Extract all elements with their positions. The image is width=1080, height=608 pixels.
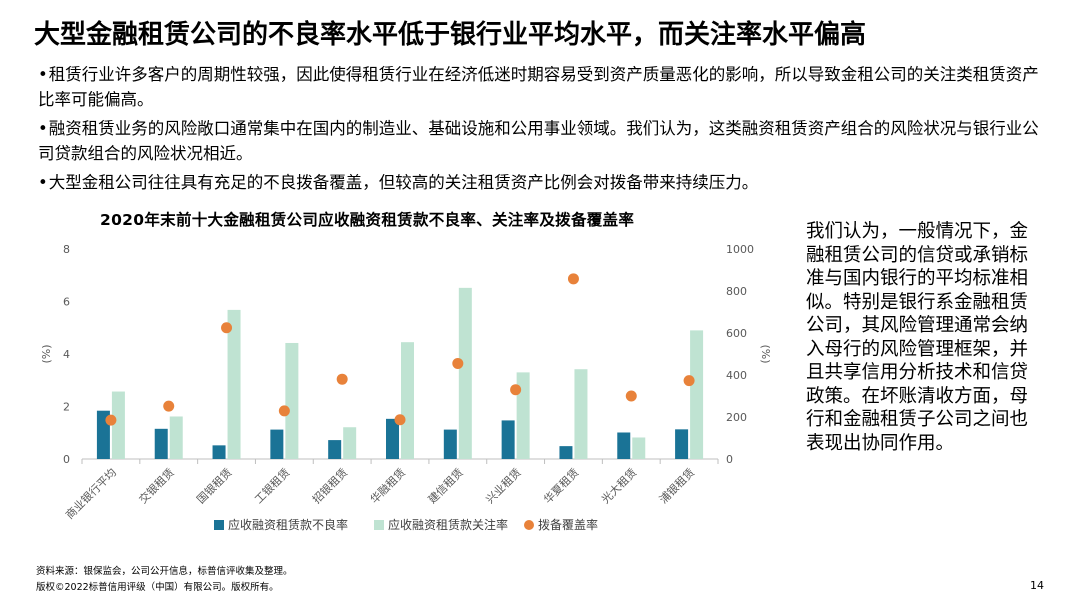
x-category-label: 商业银行平均 [62, 465, 119, 522]
bar-watch-rate [458, 287, 472, 459]
y-left-tick-label: 4 [63, 348, 70, 361]
y-right-tick-label: 0 [726, 453, 733, 466]
legend-swatch-provision-coverage [524, 520, 534, 530]
bar-npl-rate [154, 428, 168, 459]
legend-label-watch-rate: 应收融资租赁款关注率 [388, 517, 508, 532]
x-category-label: 光大租赁 [598, 465, 639, 506]
bar-watch-rate [690, 330, 704, 459]
bar-watch-rate [401, 342, 414, 459]
bullet-list: 租赁行业许多客户的周期性较强，因此使得租赁行业在经济低迷时期容易受到资产质量恶化… [38, 62, 1048, 199]
x-category-label: 华夏租赁 [541, 465, 582, 506]
bar-watch-rate [227, 309, 241, 459]
x-category-label: 华融租赁 [367, 465, 408, 506]
point-provision-coverage [683, 375, 695, 387]
bar-npl-rate [559, 446, 573, 459]
y-left-tick-label: 8 [63, 243, 70, 256]
bar-npl-rate [328, 440, 342, 459]
point-provision-coverage [221, 322, 233, 334]
bar-npl-rate [270, 429, 284, 459]
copyright-note: 版权©2022标普信用评级（中国）有限公司。版权所有。 [36, 582, 279, 593]
bar-npl-rate [386, 418, 399, 459]
bar-watch-rate [169, 416, 183, 459]
y-right-tick-label: 200 [726, 411, 747, 424]
bullet-item-2: 融资租赁业务的风险敞口通常集中在国内的制造业、基础设施和公用事业领域。我们认为，… [38, 116, 1048, 166]
y-right-tick-label: 1000 [726, 243, 754, 256]
bar-npl-rate [501, 420, 515, 459]
side-commentary: 我们认为，一般情况下，金融租赁公司的信贷或承销标准与国内银行的平均标准相似。特别… [806, 221, 1029, 454]
bullet-item-3: 大型金租公司往往具有充足的不良拨备覆盖，但较高的关注租赁资产比例会对拨备带来持续… [38, 170, 1048, 195]
legend-label-provision-coverage: 拨备覆盖率 [538, 517, 598, 532]
y-right-axis-title: (%) [759, 344, 772, 363]
page-title: 大型金融租赁公司的不良率水平低于银行业平均水平，而关注率水平偏高 [34, 20, 867, 50]
bar-watch-rate [574, 369, 588, 459]
y-left-tick-label: 6 [63, 296, 70, 309]
y-right-tick-label: 400 [726, 369, 747, 382]
bar-watch-rate [285, 342, 299, 459]
bar-watch-rate [632, 437, 646, 459]
bar-watch-rate [343, 427, 357, 459]
x-category-label: 工银租赁 [251, 465, 292, 506]
y-left-tick-label: 2 [63, 401, 70, 414]
x-category-label: 国银租赁 [194, 465, 235, 506]
bar-npl-rate [212, 445, 226, 459]
legend-swatch-watch-rate [374, 520, 384, 530]
point-provision-coverage [336, 373, 348, 385]
y-right-tick-label: 600 [726, 327, 747, 340]
point-provision-coverage [394, 414, 406, 426]
point-provision-coverage [510, 384, 522, 396]
bar-npl-rate [617, 432, 631, 459]
x-category-label: 兴业租赁 [483, 465, 524, 506]
point-provision-coverage [625, 390, 637, 402]
chart-title: 2020年末前十大金融租赁公司应收融资租赁款不良率、关注率及拨备覆盖率 [100, 211, 635, 229]
bar-watch-rate [111, 391, 125, 459]
point-provision-coverage [452, 357, 464, 369]
source-note: 资料来源：银保监会，公司公开信息，标普信评收集及整理。 [36, 566, 293, 577]
point-provision-coverage [105, 414, 117, 426]
x-category-label: 交银租赁 [136, 465, 177, 506]
chart: 0 2 4 6 8 0 200 400 600 800 1000 (%) (%) 商业银行平均 交银租赁 国银… [40, 243, 772, 532]
y-right-tick-label: 800 [726, 285, 747, 298]
bar-watch-rate [516, 372, 530, 459]
y-left-axis-title: (%) [40, 344, 53, 363]
point-provision-coverage [278, 405, 290, 417]
point-provision-coverage [567, 273, 579, 285]
x-category-label: 招银租赁 [309, 465, 350, 506]
bar-npl-rate [675, 429, 689, 459]
page-number: 14 [1030, 579, 1044, 592]
point-provision-coverage [163, 400, 175, 412]
x-category-label: 建信租赁 [425, 465, 466, 506]
bullet-item-1: 租赁行业许多客户的周期性较强，因此使得租赁行业在经济低迷时期容易受到资产质量恶化… [38, 62, 1048, 112]
x-category-label: 浦银租赁 [656, 465, 697, 506]
bar-npl-rate [443, 429, 457, 459]
legend-label-npl-rate: 应收融资租赁款不良率 [228, 517, 348, 532]
legend-swatch-npl-rate [214, 520, 224, 530]
y-left-tick-label: 0 [63, 453, 70, 466]
